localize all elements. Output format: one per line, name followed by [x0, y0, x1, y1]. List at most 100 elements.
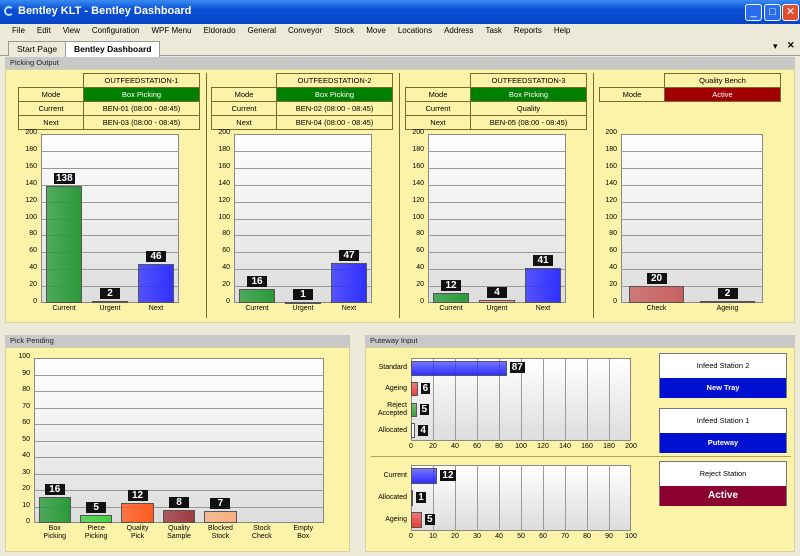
- data-label: 8: [169, 496, 189, 508]
- y-tick-label: 120: [218, 196, 230, 204]
- row-value: BEN-03 (08:00 - 08:45): [83, 115, 200, 130]
- station-separator: [206, 73, 207, 318]
- bar-2[interactable]: [121, 503, 154, 523]
- bar-0[interactable]: [433, 292, 469, 303]
- bar-2[interactable]: [411, 512, 422, 528]
- gridline: [428, 252, 566, 254]
- y-tick-label: 20: [222, 281, 230, 289]
- bar-1[interactable]: [411, 490, 414, 506]
- menu-conveyor[interactable]: Conveyor: [288, 26, 323, 35]
- station-name: OUTFEEDSTATION-3: [470, 73, 587, 88]
- y-tick-label: 100: [412, 213, 424, 221]
- gridline: [34, 473, 324, 475]
- gridline: [621, 150, 763, 152]
- menu-stock[interactable]: Stock: [334, 26, 355, 35]
- close-tab-icon[interactable]: ✕: [787, 40, 795, 50]
- card-status: Puteway: [660, 433, 786, 453]
- menu-locations[interactable]: Locations: [397, 26, 433, 35]
- bar-1[interactable]: [79, 514, 113, 523]
- bar-0[interactable]: [411, 361, 507, 376]
- data-label: 2: [100, 288, 120, 300]
- gridline: [234, 235, 372, 237]
- gridline: [621, 218, 763, 220]
- menu-address[interactable]: Address: [444, 26, 474, 35]
- menu-move[interactable]: Move: [366, 26, 386, 35]
- menu-eldorado[interactable]: Eldorado: [203, 26, 236, 35]
- row-value: Box Picking: [276, 87, 393, 102]
- bar-2[interactable]: [411, 402, 417, 418]
- tab-list-dropdown-icon[interactable]: ▾: [773, 41, 778, 51]
- data-label: 5: [419, 403, 430, 415]
- bar-2[interactable]: [525, 268, 561, 303]
- bar-0[interactable]: [46, 186, 82, 303]
- menu-reports[interactable]: Reports: [513, 26, 542, 35]
- x-tick-label: 80: [495, 443, 503, 450]
- gridline: [428, 286, 566, 288]
- minimize-button[interactable]: _: [745, 4, 762, 21]
- y-tick-label: 160: [218, 162, 230, 170]
- gridline: [428, 184, 566, 186]
- y-tick-label: 40: [609, 264, 617, 272]
- bar-0[interactable]: [239, 289, 275, 303]
- x-category-label: Current: [52, 305, 76, 312]
- menu-wpf-menu[interactable]: WPF Menu: [151, 26, 192, 35]
- row-label: Mode: [211, 87, 277, 102]
- data-label: 5: [425, 514, 435, 525]
- data-label: 4: [418, 424, 428, 436]
- x-tick-label: 160: [581, 443, 593, 450]
- bar-1[interactable]: [699, 301, 756, 304]
- x-category-label: Urgent: [486, 305, 508, 312]
- y-tick-label: 40: [222, 264, 230, 272]
- bar-0[interactable]: [411, 468, 438, 484]
- menu-configuration[interactable]: Configuration: [91, 26, 140, 35]
- menu-file[interactable]: File: [12, 26, 25, 35]
- gridline: [428, 218, 566, 220]
- gridline: [234, 252, 372, 254]
- bar-1[interactable]: [411, 381, 418, 397]
- tab-start-page[interactable]: Start Page: [8, 41, 67, 56]
- gridline: [521, 465, 522, 531]
- x-category-label: Quality Sample: [167, 525, 191, 540]
- bar-1[interactable]: [92, 301, 128, 304]
- bar-2[interactable]: [331, 263, 367, 303]
- bar-0[interactable]: [38, 496, 71, 523]
- gridline: [234, 167, 372, 169]
- pick-pending-panel: 0 10 20 30 40 50 60 70 80 90 100 16 Box Picking 5 Piec…: [5, 347, 350, 552]
- gridline: [433, 465, 434, 531]
- menu-edit[interactable]: Edit: [36, 26, 51, 35]
- gridline: [234, 286, 372, 288]
- x-tick-label: 40: [495, 533, 503, 540]
- bar-3[interactable]: [162, 509, 196, 523]
- menu-task[interactable]: Task: [485, 26, 502, 35]
- gridline: [41, 201, 179, 203]
- y-tick-label: 80: [609, 230, 617, 238]
- bar-3[interactable]: [411, 423, 416, 438]
- bar-1[interactable]: [285, 302, 321, 305]
- y-category-label: Standard: [378, 364, 407, 372]
- y-tick-label: 30: [22, 468, 30, 476]
- x-tick-label: 20: [451, 533, 459, 540]
- bar-4[interactable]: [204, 511, 237, 523]
- bar-0[interactable]: [628, 286, 685, 303]
- gridline: [621, 167, 763, 169]
- gridline: [34, 391, 324, 392]
- x-tick-label: 50: [517, 533, 525, 540]
- row-value: BEN-01 (08:00 - 08:45): [83, 101, 200, 116]
- y-tick-label: 160: [412, 162, 424, 170]
- menu-help[interactable]: Help: [553, 26, 571, 35]
- x-category-label: Next: [535, 305, 551, 312]
- gridline: [565, 358, 566, 441]
- close-button[interactable]: ✕: [782, 4, 799, 21]
- y-tick-label: 140: [218, 179, 230, 187]
- maximize-button[interactable]: □: [764, 4, 781, 21]
- bar-2[interactable]: [138, 264, 174, 303]
- gridline: [234, 201, 372, 203]
- data-label: 41: [533, 255, 553, 267]
- menu-view[interactable]: View: [62, 26, 80, 35]
- tab-bentley-dashboard[interactable]: Bentley Dashboard: [65, 41, 161, 57]
- bar-1[interactable]: [479, 299, 515, 303]
- menu-general[interactable]: General: [247, 26, 276, 35]
- menu-bar: File Edit View Configuration WPF Menu Eldorad…: [0, 24, 800, 39]
- x-category-label: Ageing: [716, 305, 739, 312]
- gridline: [621, 269, 763, 271]
